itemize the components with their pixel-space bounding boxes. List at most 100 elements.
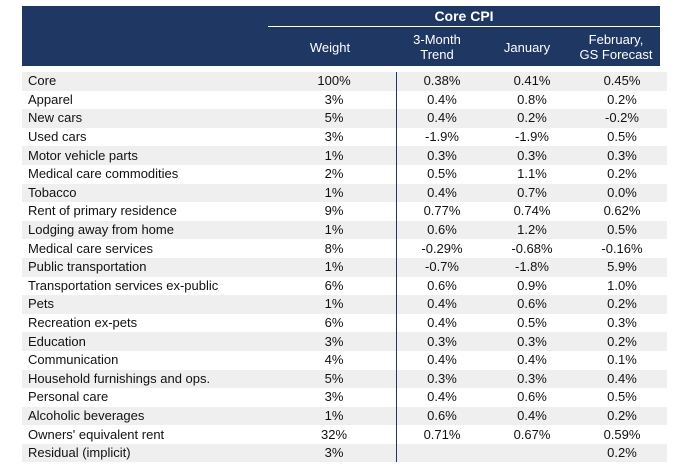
weight-cell: 3% xyxy=(272,388,397,407)
forecast-cell: 0.62% xyxy=(577,202,667,221)
trend-cell: 0.4% xyxy=(396,183,487,203)
weight-cell: 1% xyxy=(272,295,397,314)
weight-cell: 2% xyxy=(272,164,397,184)
row-label: Medical care commodities xyxy=(22,164,272,184)
trend-cell: -0.7% xyxy=(396,257,487,277)
forecast-cell: 0.59% xyxy=(577,425,667,444)
trend-cell: 0.6% xyxy=(396,220,487,240)
forecast-cell: 0.5% xyxy=(577,127,667,147)
january-cell: -1.8% xyxy=(487,257,577,277)
forecast-cell: 0.5% xyxy=(577,388,667,407)
column-header-trend: 3-Month Trend xyxy=(413,32,461,62)
forecast-cell: 0.45% xyxy=(577,72,667,91)
weight-cell: 3% xyxy=(272,127,397,147)
forecast-cell: 5.9% xyxy=(577,257,667,277)
january-cell: 0.4% xyxy=(487,406,577,426)
trend-cell: 0.4% xyxy=(396,388,487,407)
row-label: Pets xyxy=(22,295,272,314)
row-label: Public transportation xyxy=(22,257,272,277)
row-label: Apparel xyxy=(22,90,272,110)
january-cell: -1.9% xyxy=(487,127,577,147)
row-label: Medical care services xyxy=(22,239,272,258)
weight-cell: 3% xyxy=(272,90,397,110)
table-row: Used cars 3% -1.9% -1.9% 0.5% xyxy=(22,127,667,147)
table-row: Owners' equivalent rent 32% 0.71% 0.67% 0.59… xyxy=(22,425,667,444)
table-row: Tobacco 1% 0.4% 0.7% 0.0% xyxy=(22,183,667,203)
table-row: Rent of primary residence 9% 0.77% 0.74% 0.6… xyxy=(22,202,667,221)
forecast-cell: 0.2% xyxy=(577,164,667,184)
january-cell: 0.3% xyxy=(487,146,577,165)
january-cell: 0.7% xyxy=(487,183,577,203)
january-cell: 0.9% xyxy=(487,276,577,296)
january-cell xyxy=(487,443,577,463)
group-title: Core CPI xyxy=(434,8,494,24)
january-cell: 1.1% xyxy=(487,164,577,184)
weight-cell: 5% xyxy=(272,109,397,128)
table-row: Personal care 3% 0.4% 0.6% 0.5% xyxy=(22,388,667,407)
january-cell: 0.6% xyxy=(487,295,577,314)
weight-cell: 8% xyxy=(272,239,397,258)
table-row: Lodging away from home 1% 0.6% 1.2% 0.5% xyxy=(22,220,667,240)
january-cell: 0.74% xyxy=(487,202,577,221)
weight-cell: 5% xyxy=(272,369,397,389)
forecast-cell: -0.2% xyxy=(577,109,667,128)
january-cell: 0.8% xyxy=(487,90,577,110)
forecast-cell: 0.2% xyxy=(577,443,667,463)
january-cell: 0.2% xyxy=(487,109,577,128)
table-row: Education 3% 0.3% 0.3% 0.2% xyxy=(22,332,667,351)
forecast-cell: 1.0% xyxy=(577,276,667,296)
weight-cell: 1% xyxy=(272,220,397,240)
weight-cell: 32% xyxy=(272,425,397,444)
row-label: Recreation ex-pets xyxy=(22,313,272,333)
weight-cell: 1% xyxy=(272,406,397,426)
trend-cell: -1.9% xyxy=(396,127,487,147)
january-cell: 0.67% xyxy=(487,425,577,444)
column-header-january: January xyxy=(503,39,551,55)
weight-cell: 3% xyxy=(272,332,397,351)
trend-cell: 0.38% xyxy=(396,72,487,91)
january-cell: 0.3% xyxy=(487,332,577,351)
january-cell: 0.5% xyxy=(487,313,577,333)
forecast-cell: 0.3% xyxy=(577,313,667,333)
weight-cell: 6% xyxy=(272,276,397,296)
row-label: Motor vehicle parts xyxy=(22,146,272,165)
table-header: Core CPI Weight 3-Month Trend January Fe… xyxy=(22,6,660,66)
weight-cell: 6% xyxy=(272,313,397,333)
row-label: Core xyxy=(22,72,272,91)
january-cell: 0.4% xyxy=(487,350,577,370)
january-cell: 0.6% xyxy=(487,388,577,407)
row-label: Transportation services ex-public xyxy=(22,276,272,296)
weight-cell: 9% xyxy=(272,202,397,221)
forecast-cell: 0.5% xyxy=(577,220,667,240)
column-header-weight: Weight xyxy=(309,39,351,55)
weight-cell: 100% xyxy=(272,72,397,91)
table-row: Medical care commodities 2% 0.5% 1.1% 0.2% xyxy=(22,164,667,184)
table-row: Recreation ex-pets 6% 0.4% 0.5% 0.3% xyxy=(22,313,667,333)
forecast-cell: 0.3% xyxy=(577,146,667,165)
forecast-cell: 0.2% xyxy=(577,90,667,110)
weight-cell: 1% xyxy=(272,146,397,165)
trend-cell: 0.4% xyxy=(396,109,487,128)
table-row: Communication 4% 0.4% 0.4% 0.1% xyxy=(22,350,667,370)
row-label: Residual (implicit) xyxy=(22,443,272,463)
trend-cell: 0.4% xyxy=(396,313,487,333)
cpi-table: Core 100% 0.38% 0.41% 0.45% Apparel 3% 0.4% 0.8%… xyxy=(22,72,667,463)
table-row: Medical care services 8% -0.29% -0.68% -0.16… xyxy=(22,239,667,258)
forecast-cell: 0.1% xyxy=(577,350,667,370)
trend-cell: 0.6% xyxy=(396,276,487,296)
trend-cell: 0.71% xyxy=(396,425,487,444)
trend-cell: 0.5% xyxy=(396,164,487,184)
table-row: Alcoholic beverages 1% 0.6% 0.4% 0.2% xyxy=(22,406,667,426)
january-cell: 1.2% xyxy=(487,220,577,240)
row-label: Personal care xyxy=(22,388,272,407)
table-row: Core 100% 0.38% 0.41% 0.45% xyxy=(22,72,667,91)
forecast-cell: 0.0% xyxy=(577,183,667,203)
row-label: Rent of primary residence xyxy=(22,202,272,221)
weight-cell: 3% xyxy=(272,443,397,463)
row-label: Owners' equivalent rent xyxy=(22,425,272,444)
trend-cell: 0.4% xyxy=(396,350,487,370)
january-cell: -0.68% xyxy=(487,239,577,258)
row-label: Lodging away from home xyxy=(22,220,272,240)
forecast-cell: 0.2% xyxy=(577,332,667,351)
table-row: Apparel 3% 0.4% 0.8% 0.2% xyxy=(22,90,667,110)
